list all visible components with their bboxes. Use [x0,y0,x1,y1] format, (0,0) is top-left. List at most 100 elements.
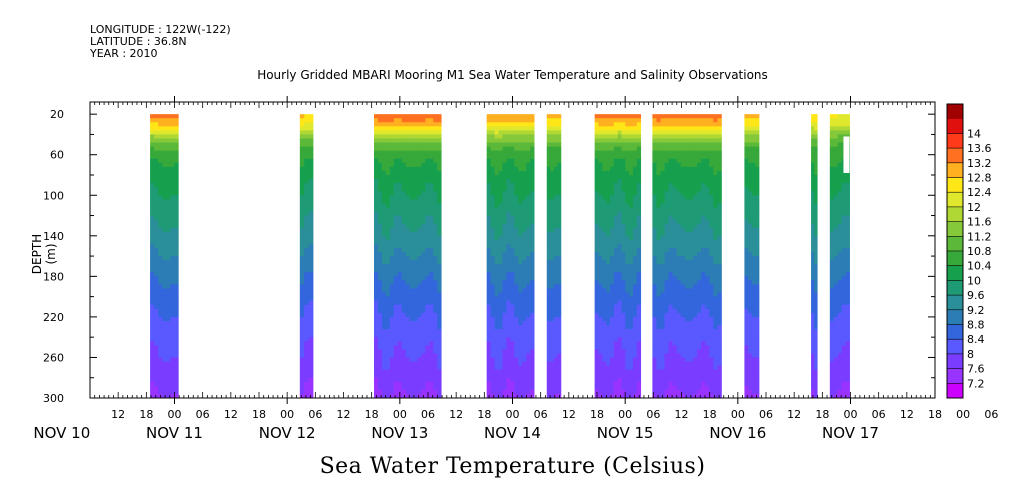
heatmap-cell [299,134,305,139]
heatmap-cell [701,292,706,298]
heatmap-cell [421,231,426,237]
heatmap-cell [606,183,611,188]
heatmap-cell [625,207,630,212]
heatmap-cell [162,341,167,346]
heatmap-cell [405,320,410,326]
heatmap-cell [299,308,305,314]
heatmap-cell [550,325,555,330]
heatmap-cell [405,296,410,302]
heatmap-cell [162,296,167,302]
heatmap-cell [553,235,558,241]
heatmap-cell [381,385,387,391]
heatmap-cell [486,296,492,302]
heatmap-cell [664,179,670,184]
heatmap-cell [656,264,661,269]
heatmap-cell [409,353,414,358]
heatmap-cell [308,146,314,152]
heatmap-cell [389,219,395,225]
heatmap-cell [170,187,175,192]
heatmap-cell [546,345,551,350]
heatmap-cell [389,158,395,164]
heatmap-cell [308,345,314,350]
heatmap-cell [613,179,619,184]
heatmap-cell [636,195,642,200]
heatmap-cell [656,187,661,192]
heatmap-cell [656,195,661,200]
heatmap-cell [405,256,410,261]
heatmap-cell [425,122,430,127]
heatmap-cell [632,256,638,261]
heatmap-cell [606,215,611,220]
heatmap-cell [421,219,426,225]
heatmap-cell [692,361,698,366]
heatmap-cell [553,325,558,330]
heatmap-cell [636,158,642,164]
heatmap-cell [393,260,399,265]
heatmap-cell [374,158,379,164]
heatmap-cell [162,215,167,220]
heatmap-cell [393,264,399,269]
heatmap-cell [684,247,690,253]
heatmap-cell [705,247,710,253]
heatmap-cell [385,353,391,358]
heatmap-cell [709,150,714,156]
heatmap-cell [154,377,159,383]
heatmap-cell [150,377,155,383]
heatmap-cell [162,231,167,237]
heatmap-cell [522,345,527,350]
heatmap-cell [377,150,383,156]
heatmap-cell [676,154,682,160]
heatmap-cell [437,381,442,387]
heatmap-cell [550,183,555,188]
heatmap-cell [598,158,603,164]
heatmap-cell [530,393,535,399]
heatmap-cell [162,187,167,192]
heatmap-cell [530,179,535,184]
heatmap-cell [417,256,422,261]
heatmap-cell [684,365,690,371]
heatmap-cell [494,361,499,366]
heatmap-cell [437,304,442,310]
heatmap-cell [393,316,399,322]
heatmap-cell [598,207,603,212]
heatmap-cell [385,207,391,212]
heatmap-cell [546,199,551,204]
heatmap-cell [692,239,698,245]
heatmap-cell [636,252,642,257]
heatmap-cell [308,207,314,212]
heatmap-cell [308,219,314,225]
heatmap-cell [158,284,163,289]
heatmap-cell [660,264,665,269]
heatmap-cell [385,276,391,281]
heatmap-cell [621,203,626,208]
heatmap-cell [299,154,305,160]
heatmap-cell [405,381,410,387]
heatmap-cell [594,256,599,261]
heatmap-cell [150,320,155,326]
heatmap-cell [393,146,399,152]
heatmap-cell [684,264,690,269]
heatmap-cell [377,304,383,310]
heatmap-cell [636,223,642,229]
heatmap-cell [546,154,551,160]
heatmap-cell [401,256,407,261]
heatmap-cell [636,227,642,233]
heatmap-cell [672,199,678,204]
heatmap-cell [522,138,527,143]
heatmap-cell [425,207,430,212]
heatmap-cell [664,207,670,212]
heatmap-cell [425,349,430,354]
heatmap-cell [692,142,698,147]
heatmap-cell [518,260,523,265]
heatmap-cell [688,247,694,253]
heatmap-cell [170,325,175,330]
heatmap-cell [713,345,718,350]
heatmap-cell [510,361,515,366]
heatmap-cell [393,158,399,164]
heatmap-cell [676,365,682,371]
heatmap-cell [150,199,155,204]
heatmap-cell [652,341,657,346]
heatmap-cell [409,373,414,379]
heatmap-cell [506,162,511,168]
heatmap-cell [526,329,531,334]
